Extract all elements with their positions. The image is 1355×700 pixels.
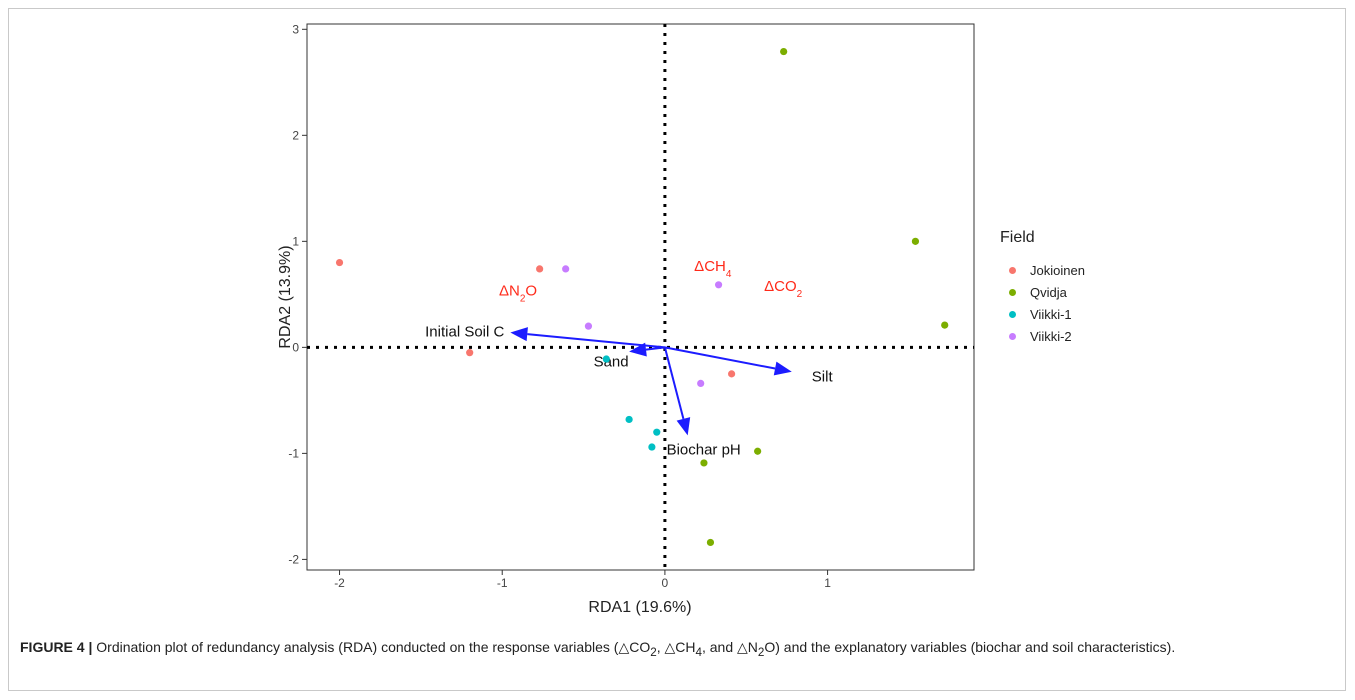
x-tick-label: 0 bbox=[662, 576, 669, 590]
plot-panel bbox=[306, 23, 975, 571]
legend-label: Viikki-1 bbox=[1030, 306, 1072, 322]
y-tick-label: 0 bbox=[292, 340, 299, 354]
data-point bbox=[941, 321, 949, 329]
x-tick-label: -2 bbox=[334, 576, 345, 590]
data-point bbox=[653, 428, 661, 436]
caption-text-1: Ordination plot of redundancy analysis (… bbox=[92, 639, 651, 655]
y-axis-label: RDA2 (13.9%) bbox=[277, 245, 294, 348]
y-tick-label: -2 bbox=[288, 552, 299, 566]
caption-text-2: , △CH bbox=[656, 639, 696, 655]
legend-title: Field bbox=[1000, 229, 1035, 246]
arrow-label: Initial Soil C bbox=[425, 324, 504, 341]
response-variable-label: ΔCO2 bbox=[764, 278, 803, 300]
data-point bbox=[625, 415, 633, 424]
arrow-line bbox=[664, 346, 776, 370]
data-point bbox=[466, 349, 474, 357]
data-point bbox=[648, 443, 656, 451]
legend-marker-icon bbox=[1009, 310, 1016, 318]
arrow-label: Biochar pH bbox=[667, 441, 741, 458]
data-point bbox=[754, 447, 762, 455]
data-point bbox=[335, 258, 344, 267]
data-point bbox=[911, 237, 920, 245]
x-tick-label: -1 bbox=[497, 576, 508, 590]
arrow-label: Silt bbox=[812, 369, 834, 386]
y-tick-label: 1 bbox=[292, 234, 299, 248]
arrow-line bbox=[663, 347, 685, 420]
legend-marker-icon bbox=[1009, 288, 1016, 296]
data-point bbox=[697, 379, 705, 388]
response-variable-label: ΔN2O bbox=[499, 282, 537, 304]
arrow-line bbox=[645, 346, 666, 351]
caption-sub-3: 2 bbox=[757, 645, 765, 659]
arrow-head bbox=[676, 417, 691, 436]
biplot-arrows: Initial Soil C Sand Silt Biochar pH bbox=[425, 324, 833, 459]
legend-marker-icon bbox=[1009, 266, 1016, 274]
y-tick-label: 3 bbox=[292, 22, 299, 36]
y-tick-label: 2 bbox=[292, 128, 299, 142]
arrow-head bbox=[629, 342, 647, 357]
data-point bbox=[536, 265, 544, 273]
arrow-head bbox=[510, 327, 528, 342]
x-axis-ticks: -2 -1 0 1 bbox=[334, 570, 831, 590]
figure-caption: FIGURE 4 | Ordination plot of redundancy… bbox=[20, 637, 1330, 663]
data-point bbox=[700, 459, 708, 467]
legend-item: Jokioinen bbox=[1000, 259, 1085, 281]
response-variable-label: ΔCH4 bbox=[694, 258, 732, 280]
x-tick-label: 1 bbox=[824, 576, 831, 590]
site-points bbox=[335, 47, 949, 547]
arrow-label: Sand bbox=[594, 354, 629, 371]
caption-text-4: O) and the explanatory variables (biocha… bbox=[764, 639, 1176, 655]
caption-text-3: , and △N bbox=[701, 639, 758, 655]
origin-lines bbox=[307, 24, 974, 570]
legend-label: Jokioinen bbox=[1030, 262, 1085, 278]
data-point bbox=[728, 370, 736, 378]
legend-label: Qvidja bbox=[1030, 284, 1067, 300]
caption-sub-1: 2 bbox=[650, 645, 657, 659]
rda-plot: -2 -1 0 1 -2 -1 0 1 2 3 Initial Soil C Sand Silt Bi… bbox=[277, 22, 975, 616]
response-labels: ΔCO2 ΔCH4 ΔN2O bbox=[499, 258, 803, 304]
data-point bbox=[714, 281, 723, 289]
figure-frame bbox=[8, 8, 1346, 691]
x-axis-label: RDA1 (19.6%) bbox=[588, 599, 691, 616]
arrow-head bbox=[773, 361, 792, 376]
caption-label: FIGURE 4 | bbox=[20, 639, 93, 655]
legend-marker-icon bbox=[1009, 332, 1016, 340]
data-point bbox=[706, 538, 715, 547]
legend-item: Viikki-2 bbox=[1000, 325, 1085, 347]
legend-label: Viikki-2 bbox=[1030, 328, 1072, 344]
y-tick-label: -1 bbox=[288, 446, 299, 460]
legend-item: Viikki-1 bbox=[1000, 303, 1085, 325]
data-point bbox=[584, 322, 593, 330]
data-point bbox=[780, 47, 788, 56]
data-point bbox=[562, 265, 570, 273]
y-axis-ticks: -2 -1 0 1 2 3 bbox=[288, 22, 307, 566]
legend: Field Jokioinen Qvidja Viikki-1 Viikki-2 bbox=[1000, 229, 1085, 347]
caption-sub-2: 4 bbox=[695, 645, 702, 659]
legend-item: Qvidja bbox=[1000, 281, 1085, 303]
data-point bbox=[602, 355, 610, 363]
